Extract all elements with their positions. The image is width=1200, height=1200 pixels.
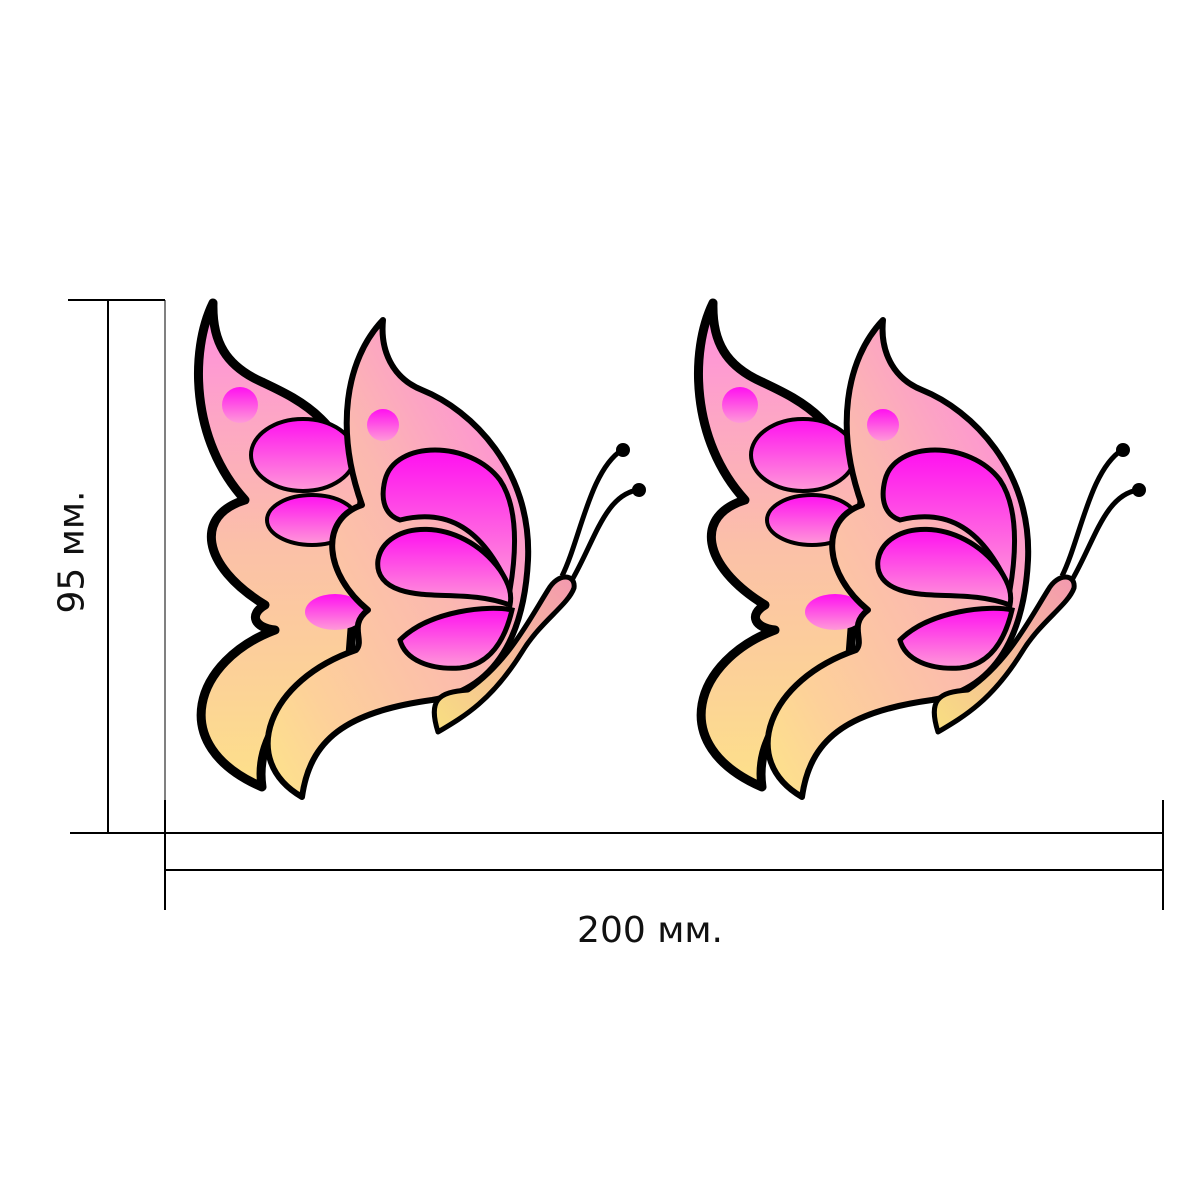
height-label: 95 мм.	[51, 490, 93, 614]
width-label: 200 мм.	[577, 910, 723, 951]
butterfly-left	[198, 303, 646, 797]
width-dimension	[164, 800, 1164, 910]
height-dimension	[68, 299, 166, 834]
butterfly-right	[698, 303, 1146, 797]
